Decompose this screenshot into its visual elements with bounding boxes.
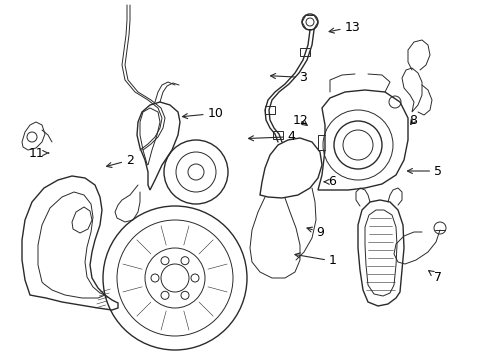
Text: 6: 6 [324,175,336,188]
Text: 7: 7 [428,271,441,284]
Text: 1: 1 [294,253,336,267]
Text: 13: 13 [328,21,359,33]
Text: 3: 3 [270,71,306,84]
Text: 9: 9 [306,226,324,239]
Text: 12: 12 [292,114,308,127]
Text: 5: 5 [407,165,441,177]
Text: 4: 4 [248,130,294,143]
Text: 8: 8 [408,114,416,127]
Text: 10: 10 [182,107,223,120]
Text: 11: 11 [29,147,49,159]
Text: 2: 2 [106,154,133,167]
